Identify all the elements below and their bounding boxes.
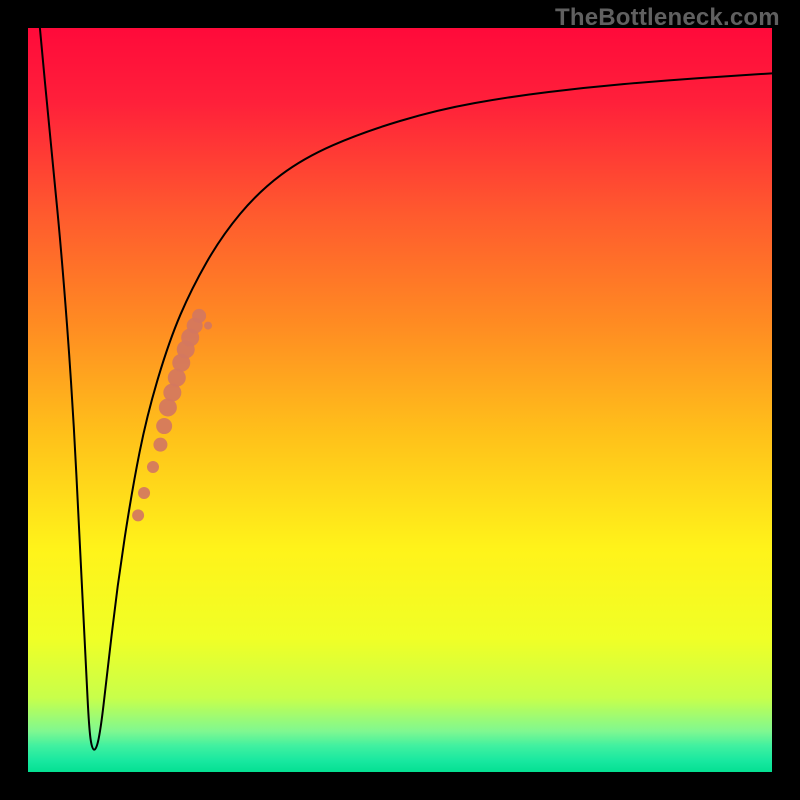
data-marker: [138, 487, 150, 499]
bottleneck-curve: [40, 28, 772, 750]
plot-area: [28, 28, 772, 772]
data-markers: [132, 309, 212, 521]
figure-frame: TheBottleneck.com: [0, 0, 800, 800]
chart-overlay: [28, 28, 772, 772]
data-marker: [153, 438, 167, 452]
watermark-text: TheBottleneck.com: [555, 4, 780, 32]
data-marker: [204, 322, 212, 330]
data-marker: [147, 461, 159, 473]
data-marker: [192, 309, 206, 323]
data-marker: [132, 509, 144, 521]
data-marker: [156, 418, 172, 434]
